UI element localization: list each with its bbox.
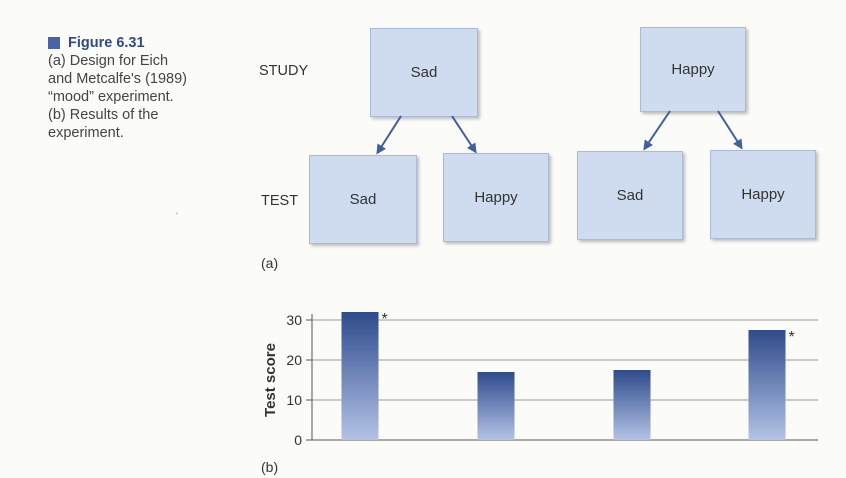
test-box-happy-2: Happy bbox=[710, 150, 816, 239]
bar-annotation-1: * bbox=[382, 311, 388, 328]
arrow-happy-to-happy bbox=[717, 110, 743, 150]
caption-line-3: “mood” experiment. bbox=[48, 89, 174, 105]
panel-label-b: (b) bbox=[261, 459, 279, 475]
bar-1 bbox=[341, 312, 379, 440]
caption-line-1: (a) Design for Eich bbox=[48, 53, 169, 69]
panel-label-a: (a) bbox=[261, 255, 279, 271]
bar-annotation-4: * bbox=[789, 329, 795, 346]
bar-4 bbox=[748, 330, 786, 440]
figure-caption: Figure 6.31 (a) Design for Eich and Metc… bbox=[48, 34, 233, 142]
y-tick-label-30: 30 bbox=[286, 312, 302, 328]
stray-mark: ʹ bbox=[176, 211, 178, 221]
caption-line-5: experiment. bbox=[48, 125, 124, 141]
bar-2 bbox=[477, 372, 515, 440]
bar-3 bbox=[613, 370, 651, 440]
test-box-sad-1: Sad bbox=[309, 155, 417, 244]
study-box-sad: Sad bbox=[370, 28, 478, 117]
caption-line-2: and Metcalfe's (1989) bbox=[48, 71, 187, 87]
arrow-sad-to-sad bbox=[376, 115, 402, 155]
figure-title: Figure 6.31 bbox=[68, 35, 145, 51]
caption-line-4: (b) Results of the bbox=[48, 107, 159, 123]
test-box-happy-1: Happy bbox=[443, 153, 549, 242]
y-tick-label-20: 20 bbox=[286, 352, 302, 368]
study-row-label: STUDY bbox=[259, 63, 309, 79]
y-axis-label: Test score bbox=[262, 343, 279, 417]
study-box-happy: Happy bbox=[640, 27, 746, 112]
y-tick-label-10: 10 bbox=[286, 392, 302, 408]
arrow-sad-to-happy bbox=[451, 115, 477, 154]
test-row-label: TEST bbox=[261, 193, 299, 209]
figure-heading: Figure 6.31 bbox=[48, 34, 233, 52]
test-box-sad-2: Sad bbox=[577, 151, 683, 240]
arrow-happy-to-sad bbox=[643, 110, 671, 151]
figure-square-icon bbox=[48, 37, 60, 49]
y-tick-label-0: 0 bbox=[294, 432, 302, 448]
